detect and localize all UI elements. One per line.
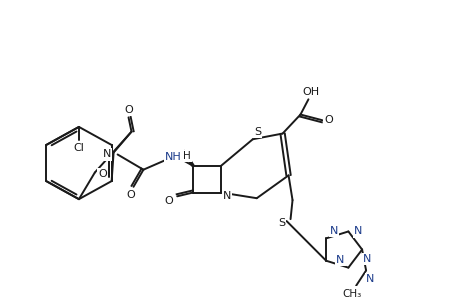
Text: O: O [126,190,135,200]
Text: H: H [183,151,191,161]
Text: NH: NH [165,152,182,162]
Text: N: N [354,226,363,237]
Text: S: S [254,127,261,137]
Text: N: N [363,254,371,264]
Text: O: O [124,105,133,115]
Text: CH₃: CH₃ [342,289,362,299]
Text: Cl: Cl [73,143,85,153]
Text: N: N [330,226,338,236]
Text: OH: OH [303,87,320,97]
Text: O: O [324,115,333,125]
Text: O: O [98,170,107,179]
Text: N: N [103,150,111,159]
Text: S: S [278,218,285,228]
Text: O: O [164,196,173,206]
Text: N: N [336,255,345,265]
Text: N: N [223,191,231,201]
Text: N: N [366,274,374,284]
